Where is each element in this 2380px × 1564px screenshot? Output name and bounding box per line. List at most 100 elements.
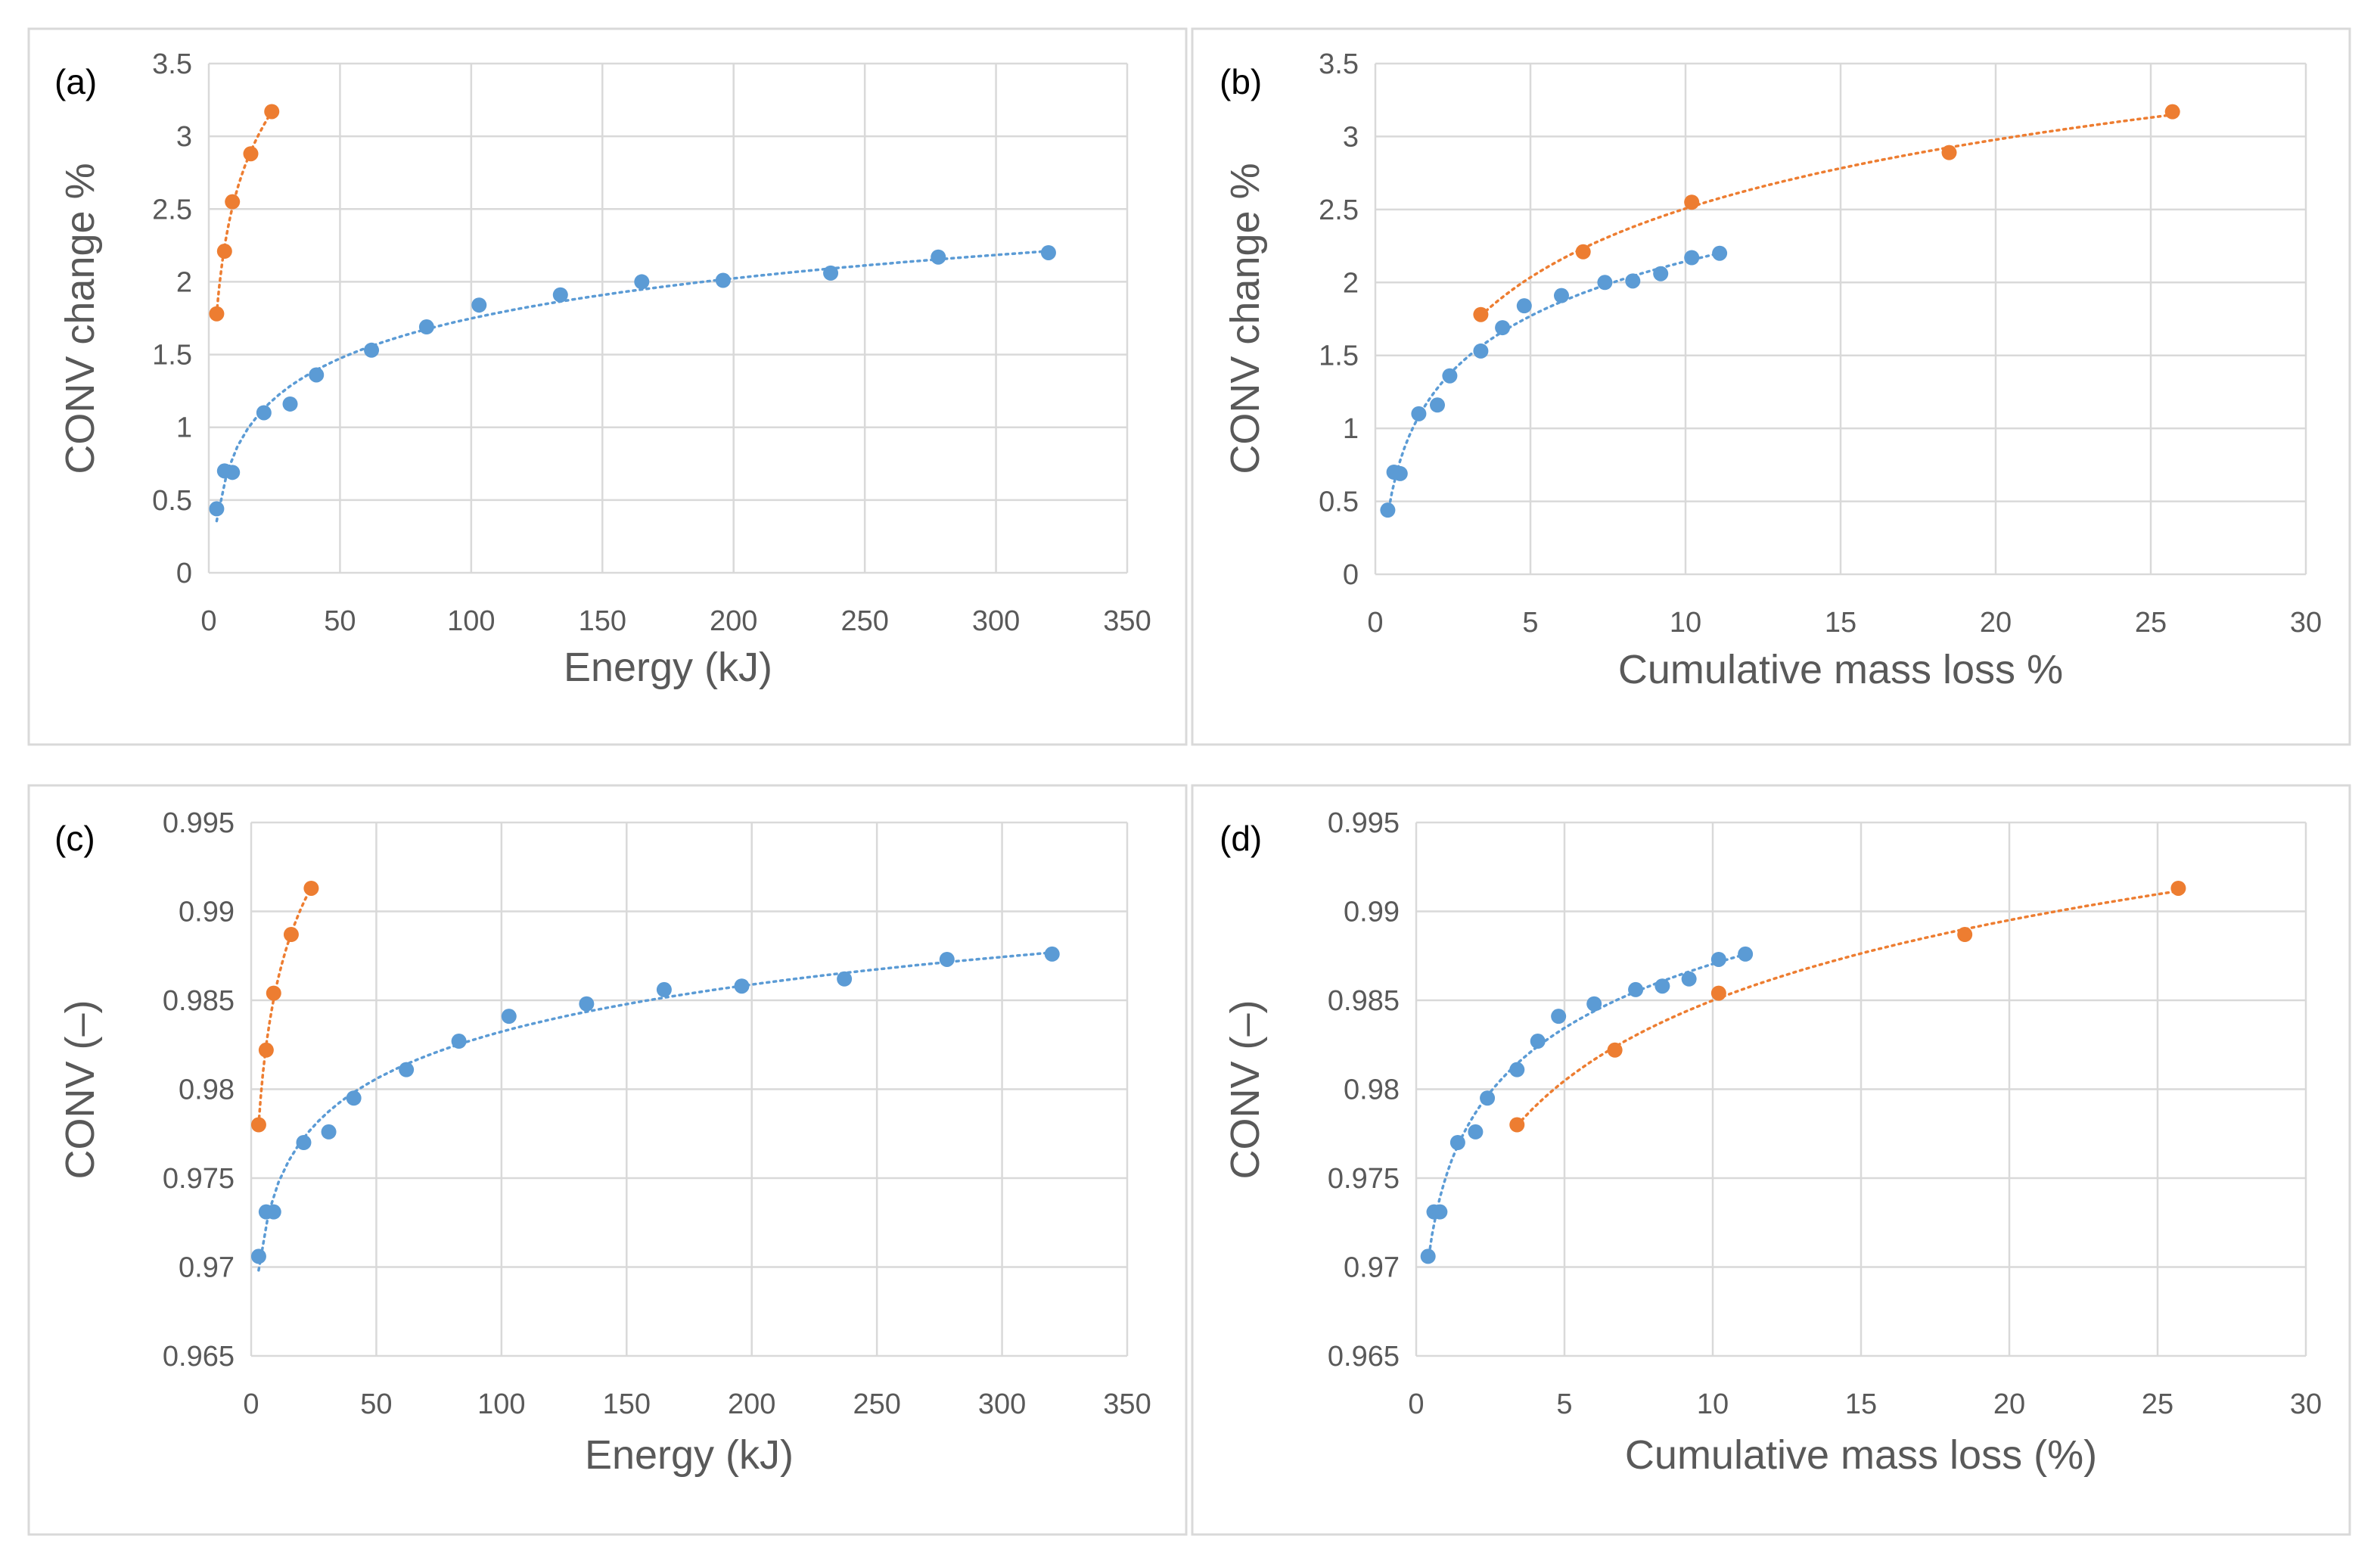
data-point-blue [579,996,595,1012]
data-point-orange [1957,927,1973,943]
chart-panel-b: 0 0.5 1 1.5 2 2.5 3 3.5 0 5 10 15 20 25 30 Cumulative m… [1191,27,2351,746]
data-point-blue [309,367,325,383]
y-tick-label: 3 [176,121,192,153]
data-point-blue [931,249,946,265]
y-tick-label: 3.5 [1319,48,1359,80]
trendline-blue [257,951,1054,1272]
data-point-orange [266,985,281,1001]
x-tick-label: 350 [1103,1388,1151,1420]
data-point-blue [939,951,955,967]
data-point-orange [1607,1042,1623,1058]
data-point-blue [501,1009,517,1025]
data-point-orange [2164,104,2180,120]
data-point-orange [243,146,259,162]
data-point-orange [1473,306,1489,322]
y-tick-label: 2 [1343,267,1359,299]
data-point-blue [1712,245,1728,261]
data-point-blue [1710,951,1726,967]
data-point-blue [1530,1034,1546,1049]
data-point-blue [1430,397,1445,413]
y-tick-label: 2 [176,266,192,298]
data-point-blue [634,274,650,290]
data-point-blue [1516,298,1532,314]
x-tick-label: 20 [1993,1388,2025,1420]
y-tick-label: 0.5 [1319,487,1359,518]
x-tick-label: 300 [972,605,1020,637]
data-point-blue [1551,1009,1567,1025]
y-tick-label: 0.99 [179,897,235,928]
x-tick-label: 0 [1408,1388,1424,1420]
data-point-blue [1473,343,1489,359]
data-point-blue [266,1204,281,1220]
data-point-blue [418,319,434,335]
chart-panel-d: 0.965 0.97 0.975 0.98 0.985 0.99 0.995 0 5 10 15 20… [1191,784,2351,1536]
panel-frame [27,27,1188,746]
data-point-blue [1468,1124,1484,1140]
data-point-blue [715,272,731,288]
chart-panel-a: 0 0.5 1 1.5 2 2.5 3 3.5 0 50 100 150 200 250 300 350 Ene… [27,27,1188,746]
data-point-blue [1449,1135,1465,1150]
panel-frame [1191,27,2351,746]
x-tick-label: 0 [200,605,216,637]
y-tick-label: 0.995 [1328,807,1400,839]
x-tick-label: 5 [1556,1388,1572,1420]
data-point-blue [1442,368,1458,384]
x-tick-label: 20 [1980,607,2012,639]
panel-label: (c) [54,819,95,858]
data-point-blue [1044,946,1060,962]
data-point-blue [837,971,853,987]
data-point-orange [1684,194,1700,210]
trendline-blue [215,250,1050,523]
x-tick-label: 200 [728,1388,775,1420]
data-point-blue [364,342,380,358]
y-axis-title: CONV (–) [57,1000,103,1179]
data-point-orange [303,880,319,896]
y-axis-title: CONV change % [57,163,103,474]
trendline-blue [1426,953,1747,1264]
y-tick-label: 0.985 [1328,985,1400,1017]
data-point-blue [656,981,672,997]
panel-label: (b) [1220,62,1262,101]
data-point-blue [1380,502,1396,518]
x-tick-label: 350 [1103,605,1151,637]
y-tick-label: 0.985 [163,985,235,1017]
data-point-blue [1495,320,1511,336]
data-point-blue [552,287,568,303]
x-axis-title: Energy (kJ) [564,645,772,690]
y-axis-title: CONV change % [1223,163,1268,474]
data-point-blue [282,396,298,412]
trendline-orange [1515,889,2180,1127]
data-point-orange [258,1042,274,1058]
y-tick-label: 1.5 [1319,340,1359,372]
panel-label: (a) [54,62,97,101]
data-point-blue [1628,981,1644,997]
x-tick-label: 0 [243,1388,259,1420]
y-tick-label: 2.5 [1319,194,1359,226]
x-tick-label: 200 [710,605,757,637]
data-point-blue [399,1062,415,1077]
x-tick-label: 15 [1845,1388,1877,1420]
data-point-blue [1480,1090,1496,1106]
y-tick-label: 0 [176,558,192,589]
data-point-blue [471,297,487,313]
data-point-orange [2170,880,2186,896]
panel-label: (d) [1220,819,1262,858]
data-point-blue [1509,1062,1525,1077]
x-tick-label: 50 [324,605,356,637]
data-point-orange [1509,1117,1525,1133]
data-point-blue [209,501,225,517]
data-point-blue [256,405,272,421]
x-tick-label: 10 [1670,607,1701,639]
y-tick-label: 0.995 [163,807,235,839]
x-tick-label: 150 [603,1388,651,1420]
data-point-orange [1710,985,1726,1001]
data-point-orange [216,244,232,260]
y-tick-label: 0.97 [179,1252,235,1284]
x-tick-label: 300 [978,1388,1026,1420]
y-tick-label: 0.975 [163,1163,235,1195]
data-point-blue [321,1124,337,1140]
data-point-blue [250,1248,266,1264]
data-point-orange [1941,145,1957,160]
data-point-blue [1681,971,1697,987]
x-tick-label: 250 [853,1388,900,1420]
